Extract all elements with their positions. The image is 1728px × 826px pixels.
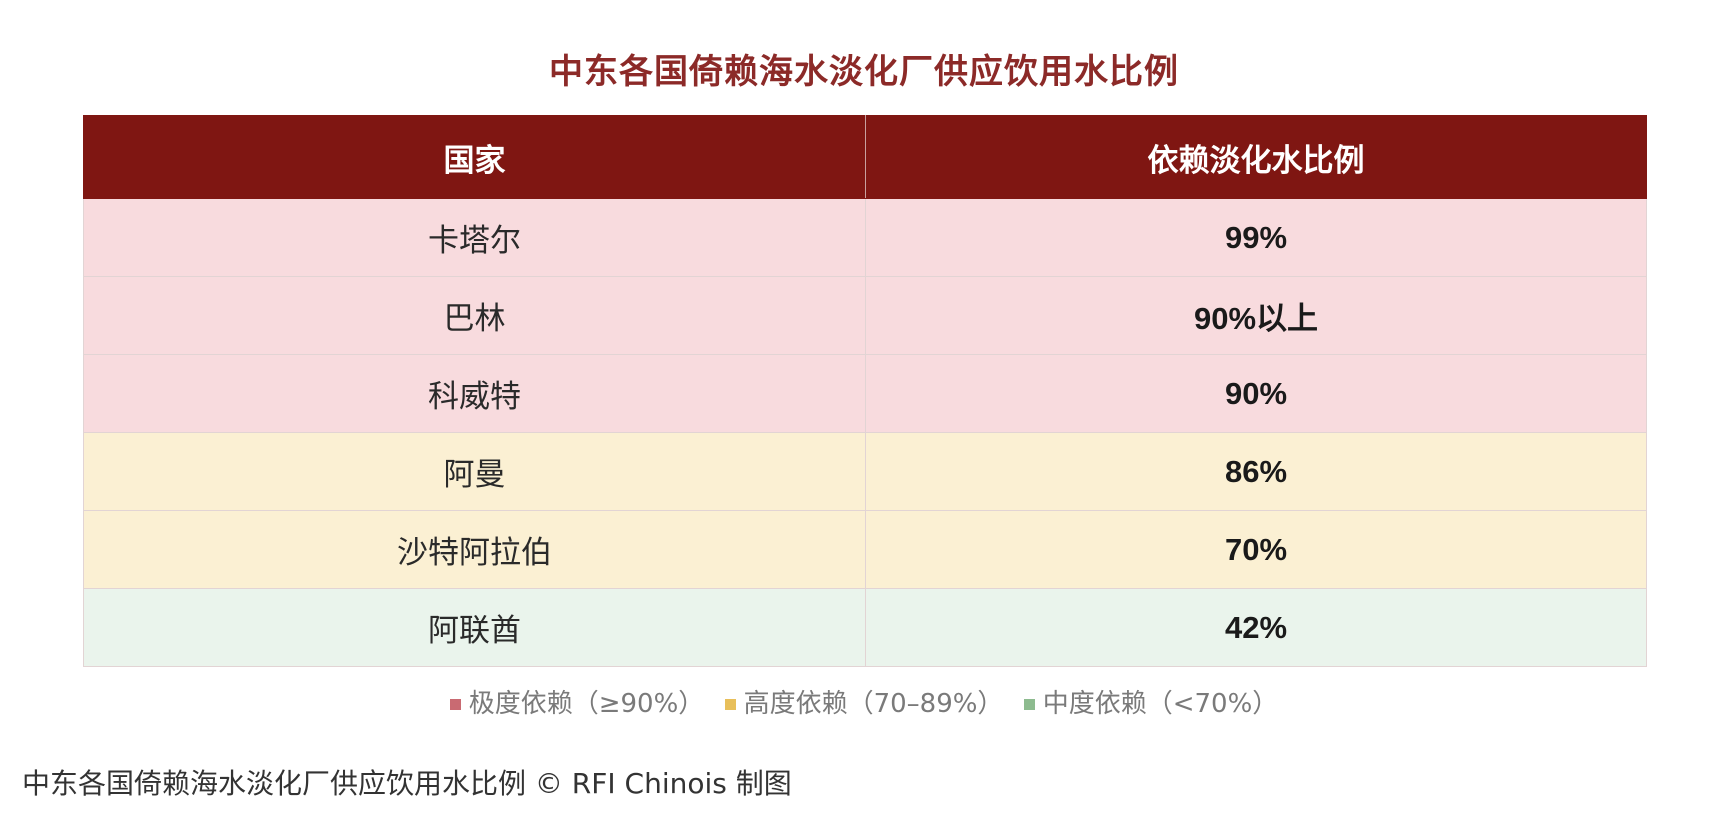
- ratio-cell: 70%: [865, 510, 1647, 589]
- header-ratio: 依赖淡化水比例: [865, 115, 1647, 199]
- legend-swatch-icon: [724, 699, 736, 710]
- ratio-cell: 42%: [865, 588, 1647, 667]
- legend-item-high: 高度依赖（70–89%）: [724, 683, 1004, 720]
- ratio-cell: 90%以上: [865, 276, 1647, 355]
- country-cell: 巴林: [83, 276, 866, 355]
- ratio-cell: 99%: [865, 198, 1647, 277]
- country-cell: 沙特阿拉伯: [83, 510, 866, 589]
- table-row: 阿曼 86%: [83, 432, 1647, 511]
- table-row: 巴林 90%以上: [83, 276, 1647, 355]
- legend-swatch-icon: [449, 699, 461, 710]
- country-cell: 科威特: [83, 354, 866, 433]
- legend-label: 中度依赖（<70%）: [1042, 689, 1279, 719]
- header-country: 国家: [83, 115, 866, 199]
- country-cell: 卡塔尔: [83, 198, 866, 277]
- table-title: 中东各国倚赖海水淡化厂供应饮用水比例: [549, 52, 1179, 92]
- legend-swatch-icon: [1023, 699, 1035, 710]
- legend-item-moderate: 中度依赖（<70%）: [1023, 683, 1279, 720]
- table-row: 沙特阿拉伯 70%: [83, 510, 1647, 589]
- country-cell: 阿曼: [83, 432, 866, 511]
- ratio-cell: 90%: [865, 354, 1647, 433]
- legend-label: 极度依赖（≥90%）: [468, 689, 705, 719]
- table-header-row: 国家 依赖淡化水比例: [83, 115, 1647, 199]
- desalination-table: 国家 依赖淡化水比例 卡塔尔 99% 巴林 90%以上 科威特 90% 阿曼 8…: [83, 115, 1647, 667]
- table-row: 卡塔尔 99%: [83, 198, 1647, 277]
- table-row: 阿联酋 42%: [83, 588, 1647, 667]
- table-row: 科威特 90%: [83, 354, 1647, 433]
- image-caption: 中东各国倚赖海水淡化厂供应饮用水比例 © RFI Chinois 制图: [22, 767, 792, 800]
- country-cell: 阿联酋: [83, 588, 866, 667]
- legend-label: 高度依赖（70–89%）: [743, 689, 1004, 719]
- legend-item-extreme: 极度依赖（≥90%）: [449, 683, 705, 720]
- ratio-cell: 86%: [865, 432, 1647, 511]
- legend: 极度依赖（≥90%） 高度依赖（70–89%） 中度依赖（<70%）: [0, 683, 1728, 720]
